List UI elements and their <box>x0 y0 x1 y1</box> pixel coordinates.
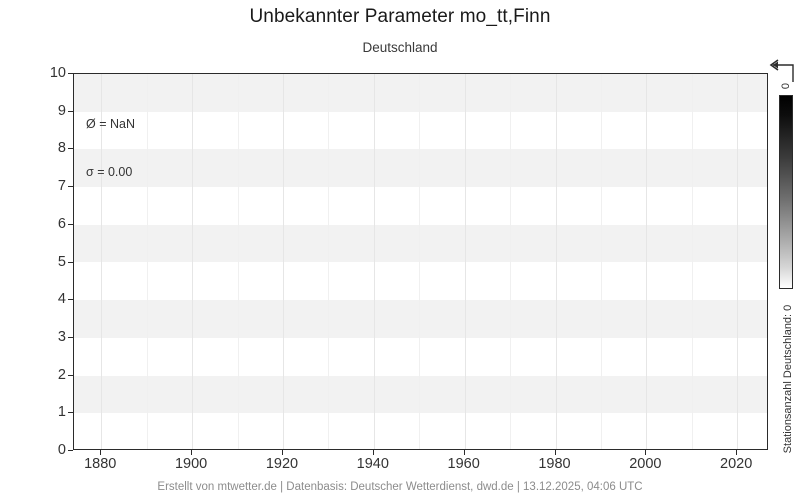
y-tick-label: 8 <box>57 140 66 157</box>
gridline-major <box>192 74 193 449</box>
stats-annotation: Ø = NaN σ = 0.00 <box>86 84 135 212</box>
row-band <box>74 149 767 188</box>
x-tick-mark <box>373 450 374 455</box>
y-tick-label: 10 <box>49 65 66 81</box>
gridline-major <box>283 74 284 449</box>
gridline-minor <box>510 74 511 449</box>
y-tick-label: 7 <box>57 178 66 195</box>
x-tick-label: 1900 <box>174 456 208 472</box>
gridline-major <box>737 74 738 449</box>
gridline-minor <box>238 74 239 449</box>
y-tick-label: 1 <box>57 404 66 421</box>
y-tick-label: 9 <box>57 102 66 119</box>
gridline-major <box>556 74 557 449</box>
y-tick-mark <box>68 186 73 187</box>
x-tick-mark <box>191 450 192 455</box>
gridline-major <box>374 74 375 449</box>
row-band <box>74 74 767 112</box>
colorbar-title: Stationsanzahl Deutschland: 0 <box>782 304 794 454</box>
y-axis-labels: 10 9 8 7 6 5 4 3 2 1 0 <box>0 0 66 500</box>
chart-subtitle: Deutschland <box>362 40 438 55</box>
x-tick-mark <box>464 450 465 455</box>
x-tick-mark <box>555 450 556 455</box>
y-tick-mark <box>68 450 73 451</box>
y-tick-mark <box>68 299 73 300</box>
row-band <box>74 224 767 263</box>
y-tick-mark <box>68 111 73 112</box>
x-tick-label: 1920 <box>265 456 299 472</box>
gridline-minor <box>419 74 420 449</box>
x-tick-mark <box>100 450 101 455</box>
row-band-layer <box>74 74 767 449</box>
gridline-minor <box>147 74 148 449</box>
x-tick-label: 2000 <box>629 456 662 472</box>
x-tick-mark <box>282 450 283 455</box>
annotation-layer: Ø = NaN σ = 0.00 <box>74 74 767 449</box>
y-tick-label: 6 <box>57 215 66 232</box>
mean-label: Ø = NaN <box>86 117 135 131</box>
gridline-major <box>101 74 102 449</box>
arrow-up-left-icon <box>762 58 796 84</box>
x-tick-mark <box>736 450 737 455</box>
x-tick-label: 2020 <box>720 456 753 472</box>
x-tick-label: 1960 <box>447 456 480 472</box>
gridline-layer <box>74 74 767 449</box>
gridline-major <box>646 74 647 449</box>
y-tick-mark <box>68 375 73 376</box>
x-tick-label: 1880 <box>84 456 117 472</box>
y-tick-label: 0 <box>57 442 66 458</box>
y-tick-mark <box>68 337 73 338</box>
x-tick-label: 1940 <box>356 456 389 472</box>
gridline-minor <box>692 74 693 449</box>
x-tick-label: 1980 <box>538 456 571 472</box>
x-tick-mark <box>645 450 646 455</box>
page-title: Unbekannter Parameter mo_tt,Finn <box>249 6 551 27</box>
y-tick-label: 5 <box>57 253 66 270</box>
row-band <box>74 300 767 338</box>
y-tick-mark <box>68 73 73 74</box>
y-tick-mark <box>68 412 73 413</box>
y-tick-label: 2 <box>57 366 66 383</box>
y-tick-label: 3 <box>57 328 66 345</box>
gridline-minor <box>601 74 602 449</box>
footer-credit: Erstellt von mtwetter.de | Datenbasis: D… <box>157 481 643 493</box>
y-tick-label: 4 <box>57 291 66 308</box>
gridline-minor <box>328 74 329 449</box>
row-band <box>74 375 767 414</box>
y-tick-mark <box>68 262 73 263</box>
gridline-major <box>465 74 466 449</box>
y-tick-mark <box>68 148 73 149</box>
y-tick-mark <box>68 224 73 225</box>
plot-area[interactable]: Ø = NaN σ = 0.00 <box>73 73 768 450</box>
stddev-label: σ = 0.00 <box>86 165 133 179</box>
colorbar-gradient[interactable] <box>779 95 793 289</box>
